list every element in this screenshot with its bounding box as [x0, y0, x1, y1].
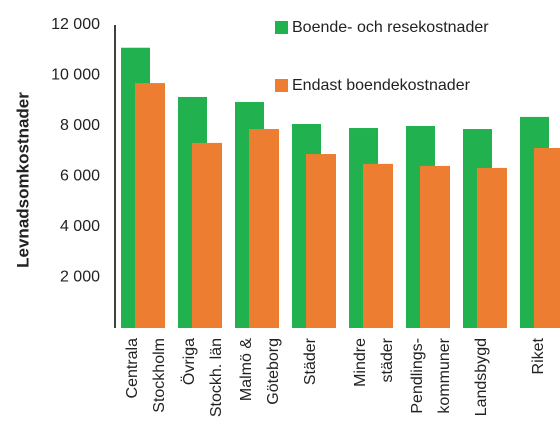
bar	[363, 163, 393, 328]
x-tick-label: kommuner	[436, 337, 453, 413]
legend-label: Boende- och resekostnader	[292, 19, 489, 36]
legend-label: Endast boendekostnader	[292, 77, 471, 94]
bar	[135, 83, 165, 328]
x-tick-label: Mindre	[352, 338, 369, 387]
legend-swatch	[275, 21, 288, 34]
x-tick-label: Göteborg	[265, 338, 282, 405]
x-tick-label: Övriga	[180, 338, 198, 385]
y-tick-label: 8 000	[60, 117, 100, 134]
y-tick-label: 10 000	[51, 67, 100, 84]
bar	[249, 129, 279, 328]
bar	[192, 142, 222, 328]
x-tick-label: Malmö &	[238, 338, 255, 401]
x-tick-label: Landsbygd	[473, 338, 490, 416]
bar	[477, 167, 507, 328]
x-tick-label: Centrala	[124, 338, 141, 399]
x-tick-label: Städer	[302, 337, 319, 385]
x-tick-label: Riket	[530, 337, 547, 374]
y-axis-label: Levnadsomkostnader	[13, 92, 32, 268]
x-tick-label: Stockh. län	[208, 338, 225, 417]
x-tick-label: Pendlings-	[409, 338, 426, 414]
x-tick-label: städer	[379, 337, 396, 382]
bar	[534, 147, 560, 328]
y-tick-label: 2 000	[60, 269, 100, 286]
y-tick-label: 12 000	[51, 16, 100, 33]
legend-swatch	[275, 79, 288, 92]
x-tick-label: Stockholm	[151, 338, 168, 413]
bar	[420, 165, 450, 328]
bar	[306, 154, 336, 328]
y-tick-label: 6 000	[60, 168, 100, 185]
y-tick-label: 4 000	[60, 218, 100, 235]
